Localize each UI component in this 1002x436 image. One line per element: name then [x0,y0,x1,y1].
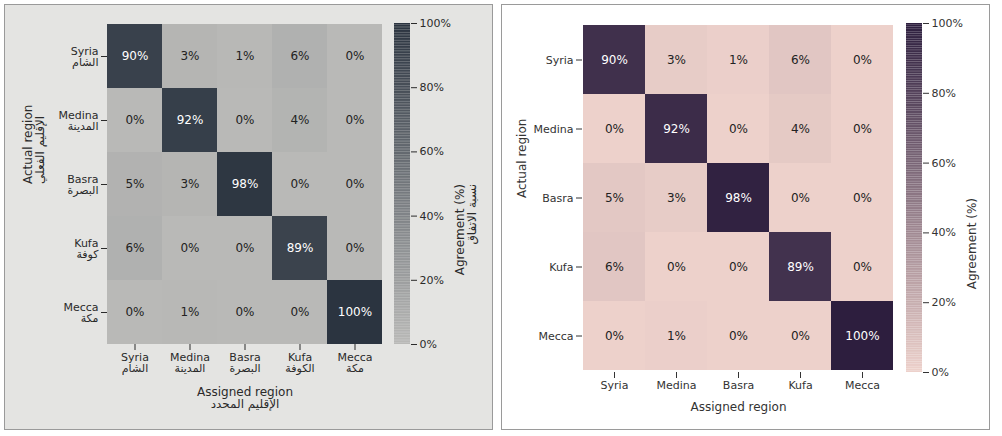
svg-text:0%: 0% [345,113,364,127]
svg-text:Kufa: Kufa [788,379,812,392]
svg-text:0%: 0% [605,329,624,343]
svg-text:3%: 3% [667,53,686,67]
svg-text:Actual region: Actual region [515,119,529,198]
svg-text:0%: 0% [345,49,364,63]
svg-text:80%: 80% [932,87,956,100]
svg-text:0%: 0% [125,305,144,319]
svg-text:0%: 0% [605,122,624,136]
svg-text:89%: 89% [287,241,314,255]
svg-text:Kufaالكوفة: Kufaالكوفة [285,351,314,375]
svg-text:6%: 6% [290,49,309,63]
svg-text:Assigned region: Assigned region [690,400,786,414]
svg-text:Meccaمكة: Meccaمكة [337,351,372,375]
svg-text:92%: 92% [663,122,690,136]
svg-text:3%: 3% [180,49,199,63]
svg-text:0%: 0% [235,305,254,319]
svg-text:Medina: Medina [533,123,573,136]
svg-text:0%: 0% [345,241,364,255]
svg-text:0%: 0% [729,329,748,343]
svg-text:0%: 0% [853,53,872,67]
svg-text:1%: 1% [180,305,199,319]
svg-text:0%: 0% [125,113,144,127]
svg-text:Meccaمكة: Meccaمكة [63,301,98,325]
svg-text:Mecca: Mecca [845,379,880,392]
svg-text:Mecca: Mecca [538,330,573,343]
svg-text:5%: 5% [605,191,624,205]
svg-text:Syria: Syria [601,379,629,392]
svg-text:5%: 5% [125,177,144,191]
svg-text:100%: 100% [845,329,879,343]
svg-text:0%: 0% [290,305,309,319]
svg-text:0%: 0% [180,241,199,255]
svg-text:Agreement (%): Agreement (%) [965,198,979,289]
svg-text:0%: 0% [853,191,872,205]
svg-text:3%: 3% [667,191,686,205]
svg-text:98%: 98% [725,191,752,205]
svg-text:Medinaالمدينة: Medinaالمدينة [170,351,210,375]
svg-text:Syriaالشام: Syriaالشام [71,45,99,69]
svg-text:Syria: Syria [546,54,574,67]
svg-text:Basraالبصرة: Basraالبصرة [67,173,98,197]
svg-text:60%: 60% [420,145,444,158]
svg-text:1%: 1% [235,49,254,63]
svg-text:Kufaكوفة: Kufaكوفة [74,237,99,261]
svg-text:3%: 3% [180,177,199,191]
svg-text:0%: 0% [853,122,872,136]
svg-text:0%: 0% [667,260,686,274]
svg-text:40%: 40% [420,210,444,223]
svg-text:89%: 89% [787,260,814,274]
svg-text:0%: 0% [290,177,309,191]
svg-text:20%: 20% [420,274,444,287]
svg-text:6%: 6% [605,260,624,274]
svg-text:Basra: Basra [723,379,754,392]
svg-text:Medinaالمدينة: Medinaالمدينة [58,109,98,133]
svg-text:100%: 100% [338,305,372,319]
svg-text:98%: 98% [232,177,259,191]
svg-text:Assigned regionالإقليم المحدد: Assigned regionالإقليم المحدد [197,385,293,411]
svg-text:80%: 80% [420,81,444,94]
svg-text:4%: 4% [791,122,810,136]
svg-text:Agreement (%)نسبة الاتفاق: Agreement (%)نسبة الاتفاق [453,184,479,275]
svg-text:Actual regionالإقليم الفعلي: Actual regionالإقليم الفعلي [21,105,47,184]
svg-text:0%: 0% [729,260,748,274]
svg-text:Syriaالشام: Syriaالشام [121,351,149,375]
svg-text:Kufa: Kufa [549,261,573,274]
svg-text:0%: 0% [791,329,810,343]
svg-text:6%: 6% [125,241,144,255]
svg-text:0%: 0% [729,122,748,136]
svg-text:0%: 0% [345,177,364,191]
svg-text:Medina: Medina [656,379,696,392]
svg-text:4%: 4% [290,113,309,127]
svg-text:60%: 60% [932,157,956,170]
svg-text:1%: 1% [667,329,686,343]
svg-text:1%: 1% [729,53,748,67]
svg-text:92%: 92% [177,113,204,127]
svg-text:0%: 0% [235,241,254,255]
svg-text:0%: 0% [235,113,254,127]
svg-text:6%: 6% [791,53,810,67]
svg-text:Basra: Basra [542,192,573,205]
svg-text:0%: 0% [853,260,872,274]
svg-text:Basraالبصرة: Basraالبصرة [229,351,260,375]
svg-text:0%: 0% [791,191,810,205]
svg-text:0%: 0% [932,366,949,379]
svg-text:100%: 100% [420,17,451,30]
svg-text:90%: 90% [122,49,149,63]
svg-text:90%: 90% [601,53,628,67]
svg-text:0%: 0% [420,338,437,351]
svg-text:100%: 100% [932,17,963,30]
svg-text:40%: 40% [932,226,956,239]
svg-text:20%: 20% [932,296,956,309]
